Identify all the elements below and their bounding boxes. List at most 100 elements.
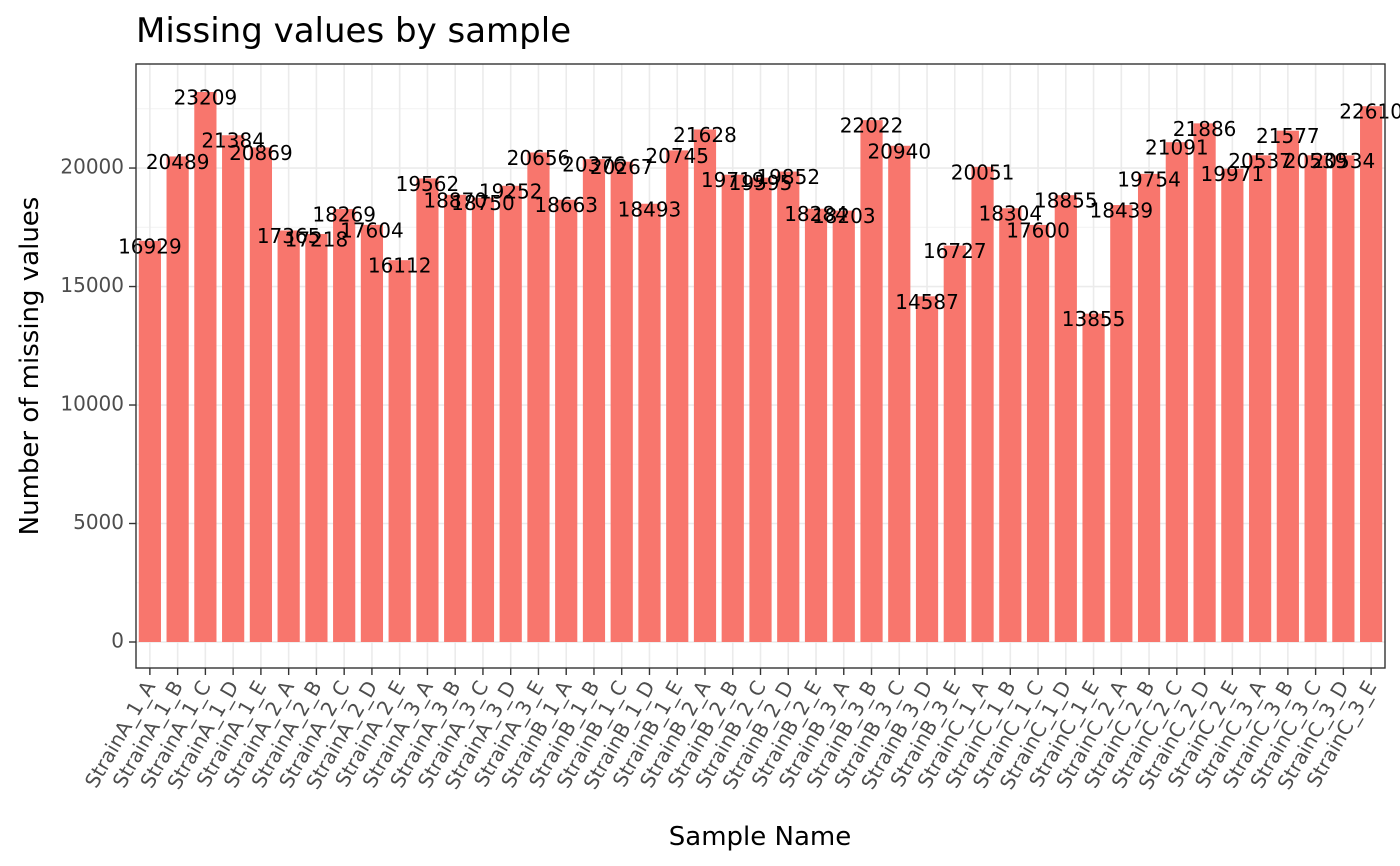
y-tick-label: 15000 <box>60 273 124 297</box>
bar-value-label: 19562 <box>396 172 460 196</box>
y-tick-label: 0 <box>111 629 124 653</box>
bar <box>582 159 606 642</box>
bar <box>1360 106 1383 642</box>
bar-value-label: 21091 <box>1145 136 1209 160</box>
bar <box>999 208 1022 642</box>
bar-value-label: 17604 <box>340 218 404 242</box>
bar-value-label: 18750 <box>451 191 515 215</box>
bar <box>721 174 744 642</box>
bar-value-label: 18493 <box>618 197 682 221</box>
x-axis: StrainA_1_AStrainA_1_BStrainA_1_CStrainA… <box>80 668 1381 794</box>
bar <box>1137 173 1161 643</box>
bar <box>666 150 689 642</box>
bar-value-label: 23209 <box>174 86 238 110</box>
bar <box>166 156 189 642</box>
bar-value-label: 18269 <box>312 203 376 227</box>
bar <box>804 208 828 643</box>
bar <box>943 245 966 642</box>
bar-value-label: 20539 <box>1284 149 1348 173</box>
bar-value-label: 16929 <box>118 234 182 258</box>
chart-title: Missing values by sample <box>136 11 571 51</box>
bar-value-label: 16727 <box>923 239 987 263</box>
bar <box>277 230 300 642</box>
bar-value-label: 21384 <box>201 129 265 153</box>
bar <box>138 240 161 642</box>
bar-value-label: 17365 <box>257 224 321 248</box>
bar <box>1110 205 1133 643</box>
bar <box>1304 155 1327 642</box>
bar-value-label: 17218 <box>285 227 349 251</box>
bar <box>638 203 661 643</box>
bar-value-label: 13855 <box>1062 307 1126 331</box>
bar <box>305 233 328 642</box>
bar-value-label: 20534 <box>1312 149 1376 173</box>
bar-value-label: 19252 <box>479 179 543 203</box>
x-axis-title: Sample Name <box>669 822 851 852</box>
bar <box>693 129 717 642</box>
bar-value-label: 20869 <box>229 141 293 165</box>
bar <box>832 210 855 642</box>
bar-value-label: 21628 <box>673 123 737 147</box>
bar <box>194 92 217 642</box>
bar-value-label: 22610 <box>1339 100 1400 124</box>
bar-value-label: 19852 <box>756 165 820 189</box>
bar <box>777 171 800 642</box>
bar <box>555 199 578 642</box>
bar <box>1221 168 1244 643</box>
y-axis: 0 5000 10000 15000 20000 <box>60 155 136 653</box>
bar-value-label: 20267 <box>590 155 654 179</box>
bar <box>610 161 633 643</box>
bar-value-label: 20051 <box>951 160 1015 184</box>
bar <box>860 120 883 643</box>
bar-value-label: 18439 <box>1090 199 1154 223</box>
y-tick-label: 10000 <box>60 392 124 416</box>
bar <box>416 178 439 642</box>
bar <box>1193 123 1216 643</box>
bar-value-label: 20656 <box>507 146 571 170</box>
bar <box>1332 155 1355 642</box>
bar-value-label: 21577 <box>1256 124 1320 148</box>
bar <box>471 197 495 642</box>
y-tick-label: 5000 <box>73 510 124 534</box>
bar <box>888 145 911 643</box>
bar-value-label: 20940 <box>867 139 931 163</box>
bar-value-label: 16112 <box>368 254 432 278</box>
bar-value-label: 18663 <box>534 193 598 217</box>
bar-value-label: 22022 <box>840 114 904 138</box>
bar-value-label: 14587 <box>895 290 959 314</box>
bar <box>1082 313 1105 642</box>
bar <box>1248 155 1272 643</box>
bar-value-label: 18203 <box>812 204 876 228</box>
bar <box>749 177 772 642</box>
bar-value-label: 19719 <box>701 168 765 192</box>
bar <box>527 152 550 642</box>
y-axis-title: Number of missing values <box>15 197 45 536</box>
bars <box>138 92 1383 643</box>
bar <box>1054 195 1077 642</box>
bar-value-label: 18304 <box>978 202 1042 226</box>
bar <box>915 296 939 642</box>
bar-value-label: 20376 <box>562 153 626 177</box>
bar-value-label: 17600 <box>1006 218 1070 242</box>
bar-value-label: 21886 <box>1173 117 1237 141</box>
bar <box>1026 224 1050 643</box>
y-tick-label: 20000 <box>60 155 124 179</box>
bar-value-label: 20745 <box>645 144 709 168</box>
bar <box>971 166 994 642</box>
bar <box>499 185 522 642</box>
bar-value-label: 18855 <box>1034 189 1098 213</box>
bar <box>444 194 467 642</box>
bar-value-label: 19754 <box>1117 167 1181 191</box>
bar <box>249 147 273 642</box>
bar-value-label: 20489 <box>146 150 210 174</box>
bar-value-label: 20537 <box>1228 149 1292 173</box>
bar-value-label: 19971 <box>1201 162 1265 186</box>
bar <box>388 260 411 642</box>
bar <box>360 224 384 642</box>
bar-value-label: 18870 <box>423 188 487 212</box>
bar-value-label: 18284 <box>784 202 848 226</box>
bar <box>1165 142 1188 642</box>
